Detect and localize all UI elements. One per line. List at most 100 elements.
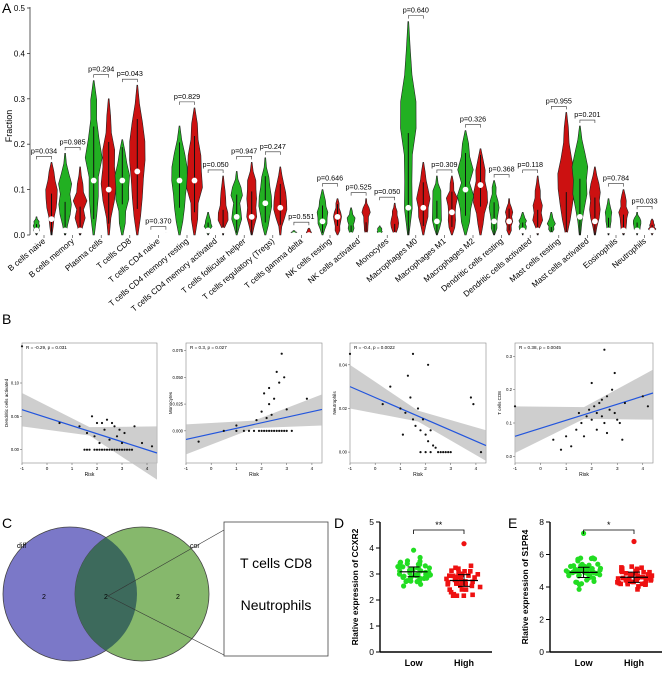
violin-median	[148, 232, 154, 238]
scatter-point	[595, 428, 598, 431]
y-tick-label: 0.1	[14, 186, 26, 195]
dotplot-s1pr4: 0 2 4 6 8 Rlative expression of S1PR4 Low High *	[520, 517, 662, 668]
p-value-label: p=0.784	[603, 174, 629, 183]
x-tick-label: 1	[565, 466, 568, 471]
scatter-point	[424, 451, 427, 454]
y-tick-label: 1	[369, 621, 374, 631]
scatter-point	[20, 345, 24, 348]
y-tick-label: 0.1	[506, 421, 512, 426]
scatter-point	[605, 431, 609, 435]
p-value-label: p=0.551	[288, 212, 314, 221]
data-point	[401, 583, 407, 589]
scatter-point	[401, 433, 404, 436]
venn-diagram: diff cor 2 2 2 T cells CD8 Neutrophils	[2, 521, 329, 662]
data-point	[401, 573, 407, 579]
scatter-point	[411, 352, 415, 355]
scatter-point	[263, 392, 266, 395]
data-point	[584, 577, 590, 583]
scatter-stat: R = -0.29, p = 0.031	[26, 345, 67, 350]
x-tick-label: High	[454, 658, 474, 668]
scatter-point	[268, 403, 271, 406]
violin-median	[363, 232, 370, 238]
x-tick-label: -1	[513, 466, 518, 471]
scatter-point	[88, 448, 91, 451]
scatter-point	[603, 421, 606, 425]
data-point	[615, 576, 621, 581]
y-tick-label: 8	[539, 517, 544, 527]
violin-median	[405, 204, 412, 211]
violin-median	[205, 227, 212, 234]
scatter-point	[197, 440, 200, 443]
data-point	[643, 578, 649, 583]
violin-median	[434, 218, 440, 225]
p-bracket	[150, 226, 167, 230]
scatter-point	[389, 385, 392, 388]
data-point	[447, 573, 452, 578]
x-tick-label: 2	[590, 466, 593, 471]
data-point	[649, 573, 655, 578]
violin-median	[634, 227, 640, 234]
p-value-label: p=0.034	[31, 146, 57, 155]
scatter-stat: R = 0.38, p = 0.0045	[519, 345, 561, 350]
violin-median	[534, 227, 541, 234]
scatter-point	[409, 396, 412, 399]
panel-label-b: B	[2, 311, 11, 327]
data-point	[459, 587, 465, 592]
y-axis-label: T cells CD8	[497, 391, 502, 415]
data-point	[418, 568, 424, 574]
data-point	[475, 572, 481, 577]
data-point	[587, 573, 593, 579]
p-value-label: p=0.985	[60, 137, 86, 146]
data-point	[458, 571, 464, 577]
violin-median	[334, 213, 341, 220]
scatter-point	[115, 435, 119, 438]
x-tick-label: 4	[641, 466, 644, 471]
venn-callout-item: Neutrophils	[241, 597, 312, 613]
scatter-point	[414, 424, 417, 427]
scatter-point	[582, 435, 586, 438]
confidence-band	[350, 364, 486, 461]
scatter-point	[447, 451, 450, 454]
violin-median	[563, 232, 570, 238]
violin-median	[77, 227, 83, 234]
scatter-point	[605, 395, 609, 398]
violin-median	[233, 213, 240, 220]
scatter-point	[283, 429, 286, 432]
y-tick-label: 4	[539, 582, 544, 592]
x-tick-label: 1	[399, 466, 402, 471]
scatter-plot: R = 0.3, p = 0.027 -1 0 1 2 3 4 0.000 0.025 0.050…	[168, 342, 323, 478]
violin-chart: Fraction 0.00.10.20.30.40.5 p=0.034p=0.9…	[4, 4, 658, 314]
violin-median	[33, 227, 40, 234]
data-point	[566, 573, 572, 579]
scatter-point	[103, 428, 106, 431]
y-tick-label: 4	[369, 543, 374, 553]
p-value-label: p=0.829	[174, 92, 200, 101]
x-axis-label: Risk	[85, 472, 95, 478]
x-tick-label: 0	[210, 466, 213, 471]
data-point	[590, 555, 596, 561]
venn-callout-item: T cells CD8	[240, 555, 312, 571]
data-point	[456, 566, 461, 571]
p-bracket	[207, 169, 224, 173]
venn-callout-box	[223, 521, 329, 657]
violin-median	[477, 182, 484, 188]
x-tick-label: 2	[96, 466, 99, 471]
scatter-stat: R = -0.4, p = 0.0022	[354, 345, 395, 350]
data-point	[406, 577, 412, 583]
y-tick-label: 0.3	[14, 95, 26, 104]
scatter-point	[85, 431, 89, 435]
data-point	[591, 578, 597, 585]
data-point	[396, 563, 402, 570]
data-point	[589, 566, 595, 572]
data-point	[635, 587, 640, 592]
p-bracket	[265, 151, 281, 155]
p-value-label: p=0.646	[317, 174, 343, 183]
p-bracket	[636, 206, 653, 210]
scatter-point	[105, 448, 109, 451]
scatter-point	[616, 418, 619, 421]
violin-median	[277, 204, 284, 211]
p-value-label: p=0.050	[203, 160, 229, 169]
scatter-point	[235, 424, 238, 427]
data-point	[636, 584, 641, 589]
